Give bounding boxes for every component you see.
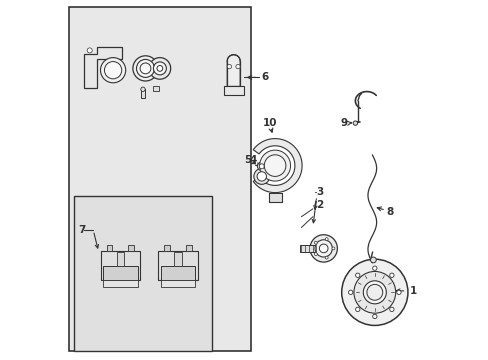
Circle shape [372,314,376,319]
Bar [101,251,140,280]
Bar [117,252,123,266]
Bar [103,280,137,287]
Circle shape [87,48,92,53]
Circle shape [348,290,352,294]
Text: 3: 3 [316,186,323,197]
Bar [174,252,181,266]
Bar [158,251,197,280]
Circle shape [355,273,359,278]
Circle shape [314,241,317,244]
Circle shape [259,150,290,181]
Bar [103,266,137,280]
Bar [160,266,195,280]
Circle shape [235,64,240,69]
Circle shape [341,259,407,325]
Circle shape [257,172,266,181]
Circle shape [366,284,382,300]
Bar [73,196,212,351]
Circle shape [352,121,357,125]
Circle shape [396,290,400,294]
Circle shape [133,56,158,81]
Bar [69,7,250,351]
Circle shape [153,62,166,75]
Bar [300,245,323,252]
Circle shape [353,271,395,313]
Circle shape [253,168,269,184]
Bar [152,86,159,91]
Circle shape [136,59,154,77]
Text: 8: 8 [386,207,393,217]
Circle shape [331,247,334,250]
Circle shape [227,64,231,69]
Circle shape [325,238,327,240]
Text: 10: 10 [263,118,277,128]
Polygon shape [227,55,240,86]
Circle shape [257,162,265,171]
Circle shape [141,87,145,91]
Circle shape [370,257,375,263]
Circle shape [104,62,122,79]
Circle shape [149,58,170,79]
Bar [160,280,195,287]
Circle shape [389,273,393,278]
Bar [141,89,145,98]
Circle shape [363,281,386,304]
Circle shape [319,244,327,253]
Polygon shape [253,139,302,193]
Circle shape [309,235,337,262]
Text: 9: 9 [340,118,347,128]
Text: 6: 6 [261,72,268,82]
Text: 5: 5 [244,155,251,165]
Bar [164,245,170,251]
Bar [223,86,244,95]
Text: 7: 7 [78,225,85,235]
Circle shape [389,307,393,311]
Circle shape [372,266,376,270]
Circle shape [325,256,327,259]
Text: 2: 2 [316,200,323,210]
Bar [106,245,112,251]
Circle shape [314,253,317,256]
Circle shape [101,58,125,83]
Bar [185,245,191,251]
Circle shape [264,155,285,176]
Text: 1: 1 [408,286,416,296]
Bar [128,245,134,251]
Circle shape [355,307,359,311]
Circle shape [157,66,163,71]
Circle shape [314,240,332,257]
Circle shape [259,164,264,169]
Circle shape [140,63,151,74]
Bar [268,193,281,202]
Text: 4: 4 [249,155,257,165]
Polygon shape [84,47,122,88]
